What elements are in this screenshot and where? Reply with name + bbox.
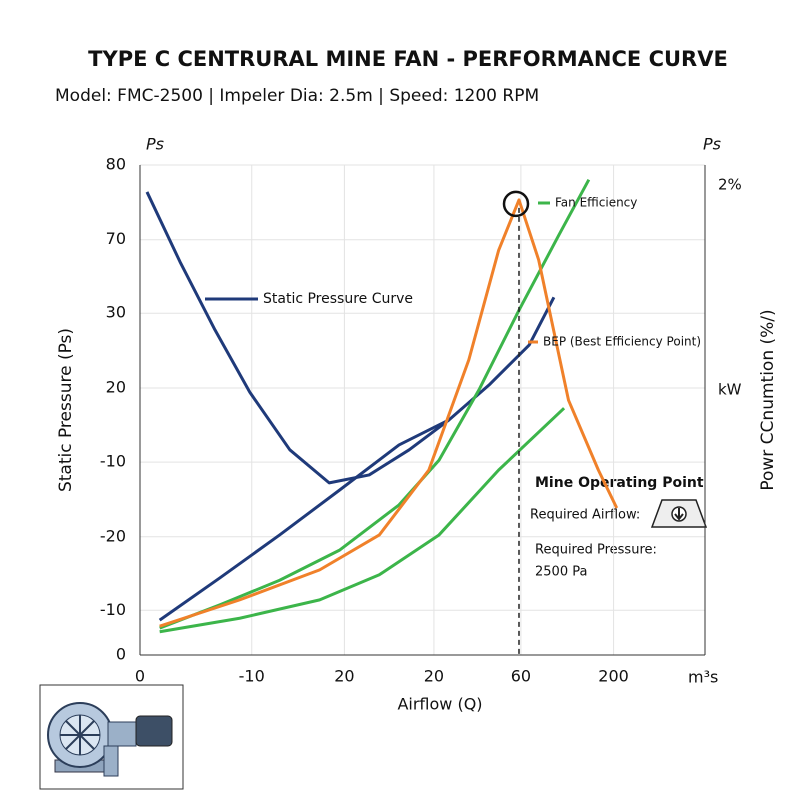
- annotation: 2500 Pa: [535, 565, 587, 580]
- x-axis-label: Airflow (Q): [397, 695, 482, 714]
- bep-marker: [502, 190, 530, 218]
- chart-subtitle: Model: FMC-2500 | Impeler Dia: 2.5m | Sp…: [55, 86, 539, 106]
- left-unit: Ps: [146, 135, 164, 154]
- series-line: [159, 178, 591, 630]
- right-label: 2%: [718, 176, 742, 194]
- fan-illustration: [39, 684, 184, 790]
- x-tick-label: 60: [511, 667, 531, 686]
- x-tick-label: 0: [135, 667, 145, 686]
- x-tick-label: 20: [334, 667, 354, 686]
- annotation-title: Mine Operating Point: [535, 475, 704, 491]
- y-axis-label: Static Pressure (Ps): [56, 328, 76, 492]
- annotation: Required Airflow:: [530, 508, 640, 523]
- y2-axis-label: Powr CCnumtion (%/): [758, 309, 778, 490]
- y-tick-label: 70: [106, 229, 126, 248]
- x-tick-label: -10: [239, 667, 265, 686]
- series-line: [159, 407, 566, 634]
- y-tick-label: 30: [106, 303, 126, 322]
- y-tick-label: -10: [100, 452, 126, 471]
- operating-icon: [650, 499, 708, 528]
- y-tick-label: 20: [106, 377, 126, 396]
- legend-label: BEP (Best Efficiency Point): [543, 335, 701, 349]
- x-unit: m³s: [688, 668, 718, 687]
- chart-title: TYPE C CENTRURAL MINE FAN - PERFORMANCE …: [88, 47, 728, 71]
- y-tick-label: -20: [100, 526, 126, 545]
- x-tick-label: 20: [424, 667, 444, 686]
- legend-label: Fan Efficiency: [555, 196, 637, 210]
- legend-label: Static Pressure Curve: [263, 291, 413, 307]
- x-tick-label: 200: [598, 667, 629, 686]
- y-tick-label: -10: [100, 600, 126, 619]
- right-unit: Ps: [703, 135, 721, 154]
- right-label: kW: [718, 381, 742, 399]
- series-line: [158, 418, 450, 622]
- y-tick-label: 0: [116, 645, 126, 664]
- y-tick-label: 80: [106, 155, 126, 174]
- annotation: Required Pressure:: [535, 543, 657, 558]
- series-line: [145, 191, 556, 485]
- series-line: [159, 198, 619, 628]
